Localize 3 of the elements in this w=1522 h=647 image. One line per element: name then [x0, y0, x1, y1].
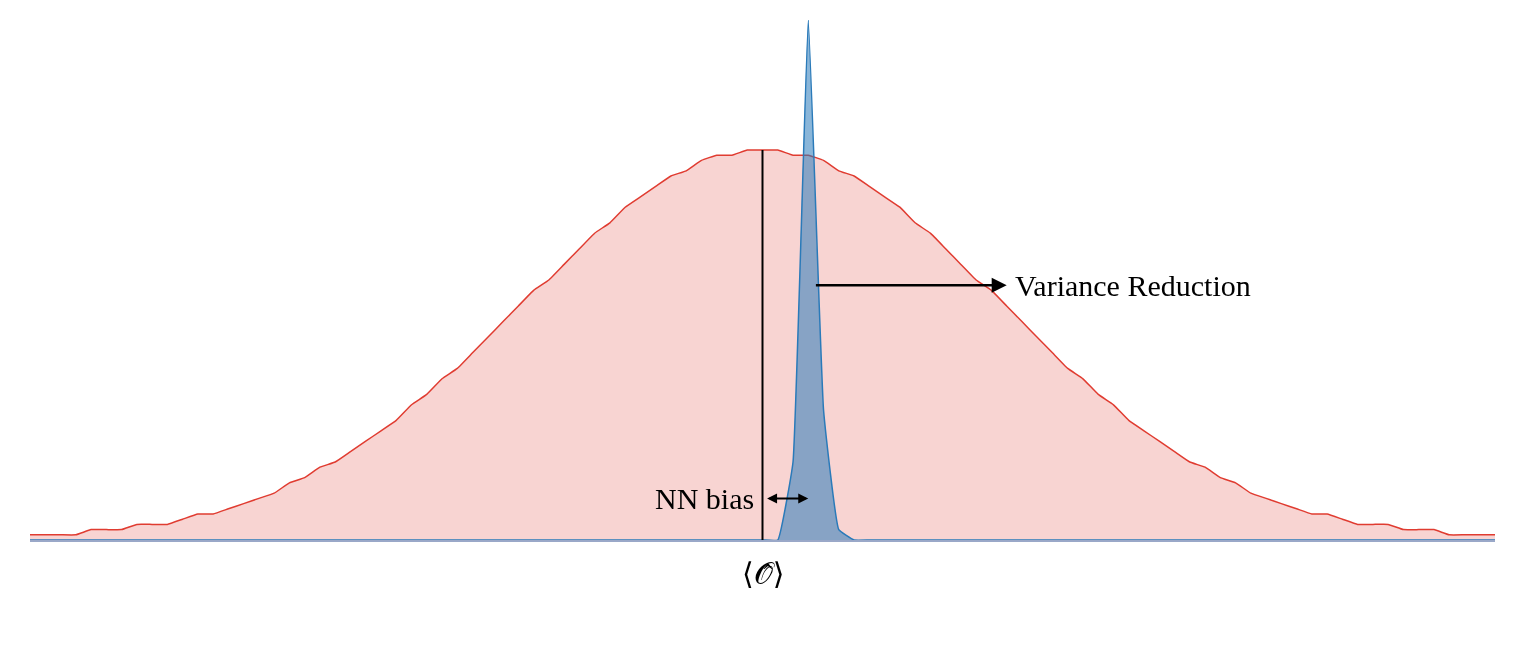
annotation: NN bias	[655, 482, 755, 515]
text: ⟨𝒪̂⟩	[742, 556, 785, 591]
annotation: Variance Reduction	[1015, 269, 1251, 302]
